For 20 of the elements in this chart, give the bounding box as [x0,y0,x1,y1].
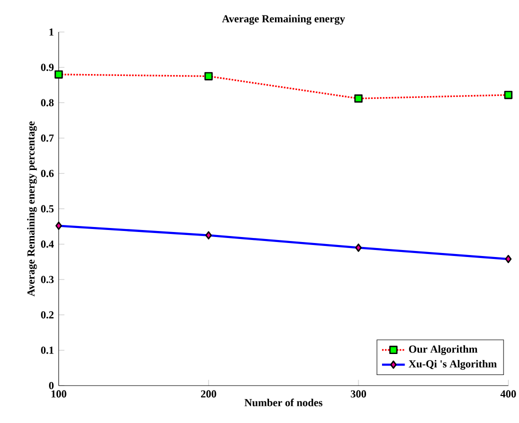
y-tick-label: 0.6 [41,170,54,178]
y-axis-title: Average Remaining energy percentage [27,121,37,296]
y-tick-label: 0.8 [41,99,54,106]
x-tick-label: 200 [201,390,216,398]
x-tick-label: 300 [350,390,366,398]
y-tick-label: 0.9 [41,64,54,72]
y-tick-label: 0.1 [41,346,54,354]
chart-title: Average Remaining energy [222,14,345,25]
legend-label: Xu-Qi 's Algorithm [408,360,497,370]
y-tick-label: 0 [49,382,54,390]
y-tick-label: 0.2 [41,311,54,319]
x-axis-title: Number of nodes [244,398,322,406]
y-tick-label: 0.4 [41,240,54,248]
legend-label: Our Algorithm [409,345,478,356]
y-tick-label: 1 [50,28,54,36]
y-tick-label: 0.3 [41,276,54,284]
x-tick-label: 100 [52,390,66,398]
x-tick-label: 400 [500,390,516,398]
y-tick-label: 0.5 [41,205,54,212]
y-tick-label: 0.7 [41,134,54,142]
